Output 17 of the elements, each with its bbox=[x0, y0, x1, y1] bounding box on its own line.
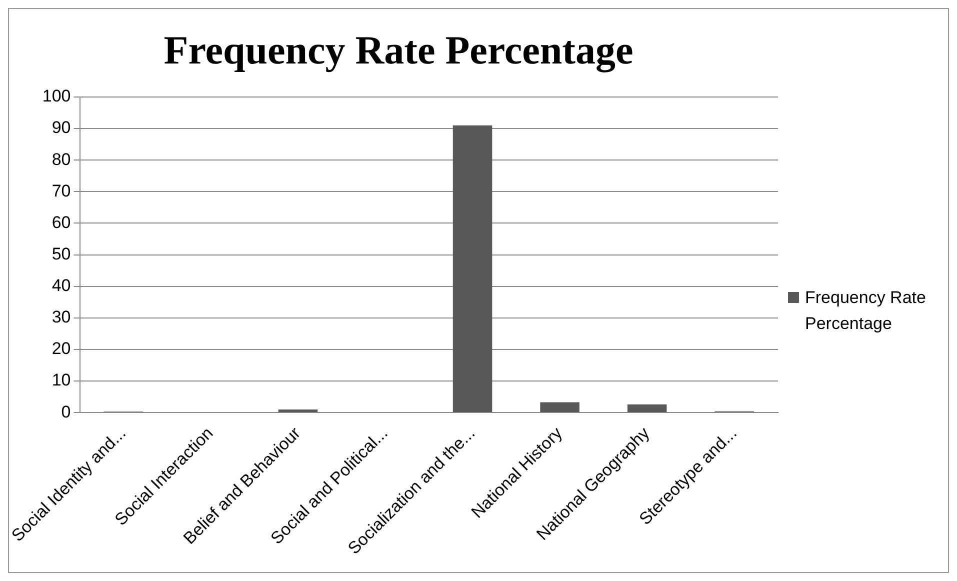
y-tick-label: 70 bbox=[52, 181, 71, 200]
chart-title: Frequency Rate Percentage bbox=[164, 27, 634, 72]
y-tick-label: 60 bbox=[52, 212, 71, 232]
y-tick-label: 90 bbox=[52, 118, 71, 138]
y-tick-label: 100 bbox=[42, 86, 71, 106]
y-tick-label: 0 bbox=[61, 402, 71, 422]
y-tick-label: 10 bbox=[52, 370, 71, 390]
bar bbox=[627, 404, 667, 412]
y-tick-label: 30 bbox=[52, 308, 71, 327]
y-tick-label: 80 bbox=[52, 150, 71, 169]
bar bbox=[278, 409, 318, 412]
legend-label: Frequency Rate Percentage bbox=[805, 286, 927, 334]
bar bbox=[452, 125, 492, 412]
y-tick-label: 20 bbox=[52, 339, 71, 358]
y-tick-label: 40 bbox=[52, 276, 71, 296]
y-tick-label: 50 bbox=[52, 244, 71, 264]
bar bbox=[540, 402, 580, 412]
